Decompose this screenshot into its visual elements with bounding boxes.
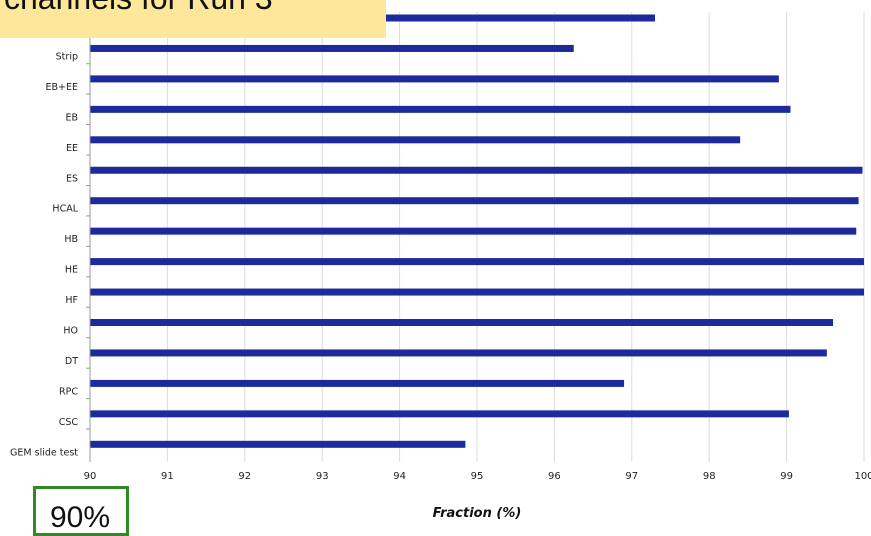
category-label: RPC bbox=[59, 386, 78, 397]
category-label: HF bbox=[65, 295, 78, 306]
bar bbox=[90, 349, 827, 357]
x-tick-label: 100 bbox=[854, 471, 871, 482]
category-label: CSC bbox=[59, 417, 79, 428]
x-tick-labels: 90 91 92 93 94 95 96 97 98 99 100 bbox=[84, 471, 871, 482]
bar bbox=[90, 410, 789, 418]
bar bbox=[90, 288, 864, 296]
fraction-bar-chart: Strip EB+EE EB EE ES HCAL HB HE HF HO DT RPC CSC GEM … bbox=[10, 12, 871, 521]
category-label: HO bbox=[63, 326, 78, 337]
annotation-text: 90% bbox=[50, 501, 111, 534]
x-tick-label: 97 bbox=[625, 471, 638, 482]
bar bbox=[90, 319, 834, 326]
category-label: DT bbox=[65, 356, 78, 367]
category-label: HE bbox=[65, 265, 78, 276]
category-label: EB+EE bbox=[46, 82, 79, 93]
category-label: EB bbox=[65, 112, 78, 123]
bar bbox=[90, 258, 864, 266]
category-labels: Strip EB+EE EB EE ES HCAL HB HE HF HO DT RPC CSC GEM … bbox=[10, 51, 79, 458]
bar bbox=[90, 105, 791, 113]
bar bbox=[90, 75, 779, 83]
category-label: ES bbox=[66, 173, 78, 184]
gridlines bbox=[86, 12, 865, 462]
bar bbox=[90, 440, 466, 448]
x-tick-label: 92 bbox=[238, 471, 251, 482]
bar bbox=[90, 44, 574, 52]
bar bbox=[90, 379, 625, 387]
category-label: GEM slide test bbox=[10, 447, 78, 458]
annotation-box: 90% bbox=[33, 486, 129, 536]
x-tick-label: 99 bbox=[780, 471, 793, 482]
category-label: HCAL bbox=[52, 204, 78, 215]
bar bbox=[90, 197, 859, 205]
x-tick-label: 95 bbox=[471, 471, 484, 482]
x-tick-label: 98 bbox=[703, 471, 716, 482]
category-label: HB bbox=[64, 234, 78, 245]
slide-title: channels for Run 3 bbox=[4, 0, 273, 16]
x-tick-label: 94 bbox=[393, 471, 406, 482]
x-axis-title: Fraction (%) bbox=[433, 506, 522, 521]
x-tick-label: 96 bbox=[548, 471, 561, 482]
category-label: EE bbox=[66, 143, 78, 154]
x-tick-label: 91 bbox=[161, 471, 174, 482]
bar bbox=[90, 227, 857, 235]
category-label: Strip bbox=[56, 51, 78, 62]
bar bbox=[90, 136, 741, 144]
bars bbox=[90, 14, 864, 448]
x-tick-label: 93 bbox=[316, 471, 329, 482]
x-tick-label: 90 bbox=[84, 471, 97, 482]
slide-title-box: channels for Run 3 bbox=[0, 0, 386, 38]
bar bbox=[90, 166, 863, 174]
